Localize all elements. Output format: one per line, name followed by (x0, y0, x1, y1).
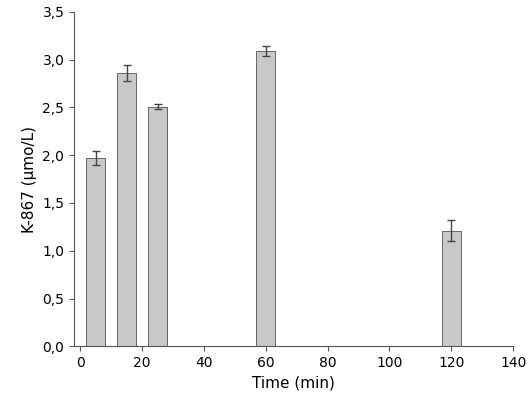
X-axis label: Time (min): Time (min) (252, 376, 335, 390)
Bar (117, 73, 136, 346)
Bar (442, 231, 461, 346)
Y-axis label: K-867 (μmo/L): K-867 (μmo/L) (22, 126, 37, 232)
Bar (257, 51, 275, 346)
Bar (86, 158, 105, 346)
Bar (148, 107, 167, 346)
